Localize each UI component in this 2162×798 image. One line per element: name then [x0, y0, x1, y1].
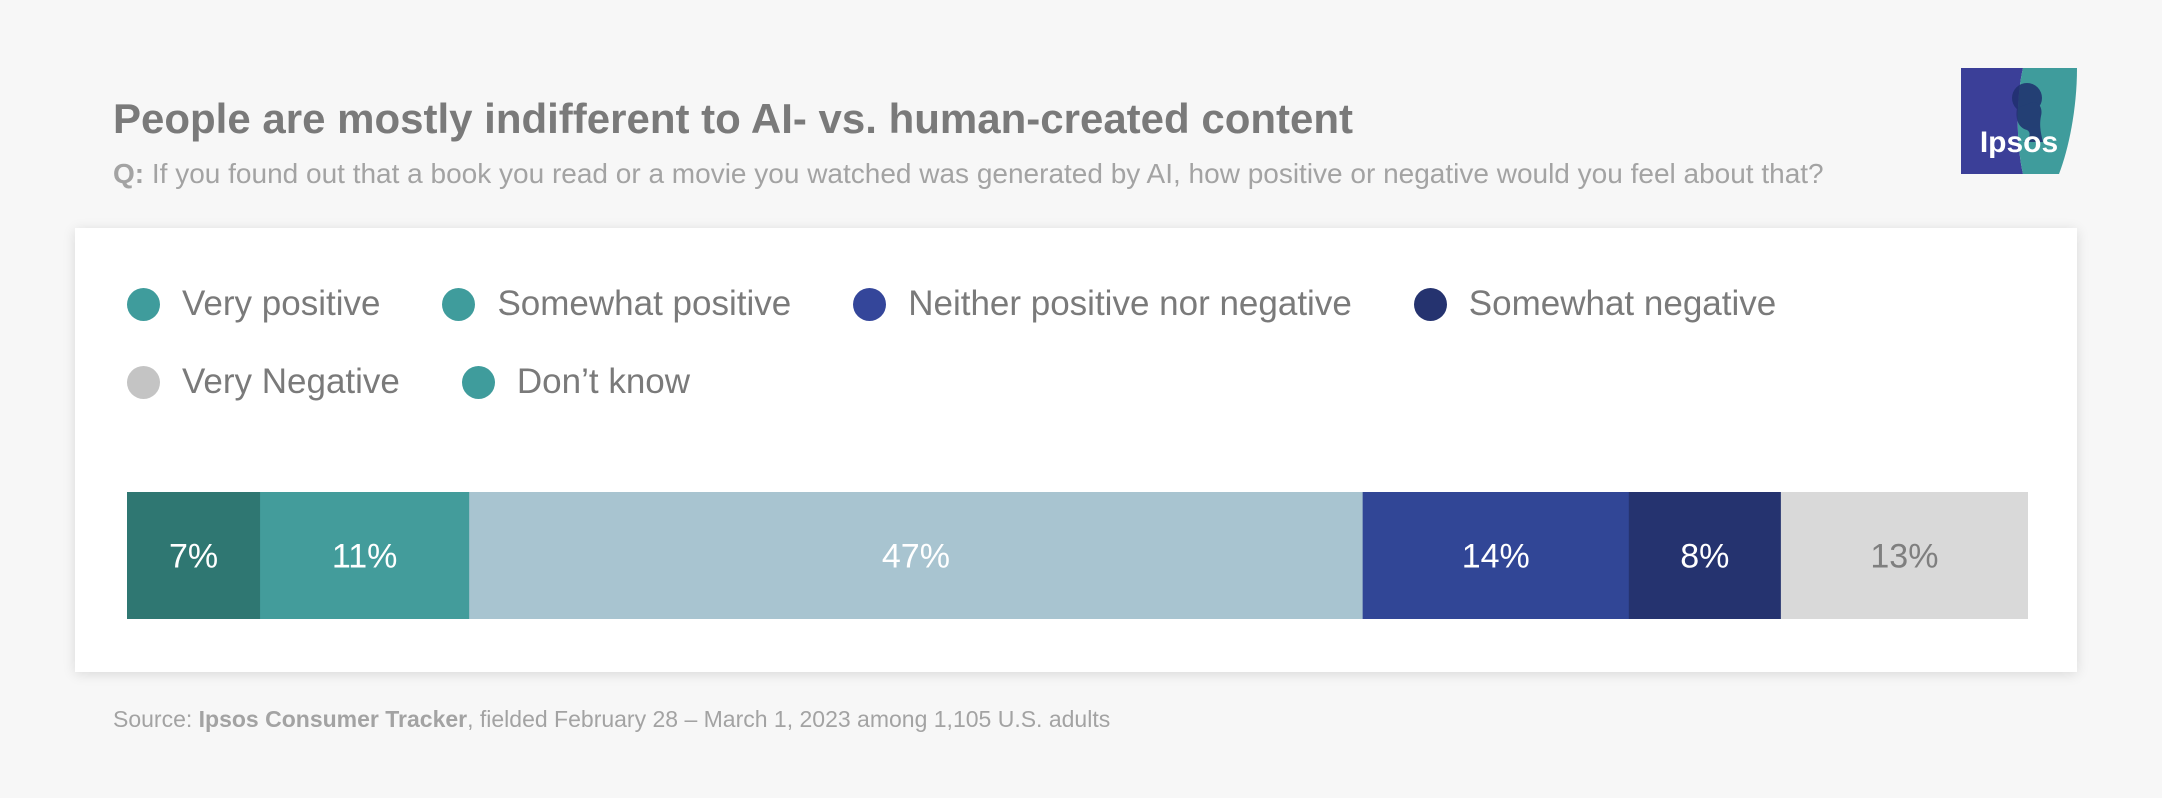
source-name: Ipsos Consumer Tracker — [198, 706, 468, 732]
legend-dot-icon — [442, 287, 476, 321]
chart-title: People are mostly indifferent to AI- vs.… — [113, 95, 1354, 142]
legend-item-neither: Neither positive nor negative — [853, 284, 1352, 324]
legend-item-somewhat-negative: Somewhat negative — [1413, 284, 1777, 324]
data-label-somewhat-negative: 14% — [1462, 538, 1530, 576]
bar-segment-don-t-know — [1780, 492, 2028, 619]
bar-segment-very-positive — [127, 492, 261, 619]
legend-dot-icon — [853, 287, 887, 321]
logo-text: Ipsos — [1980, 126, 2058, 159]
bar-segment-somewhat-negative — [1362, 492, 1630, 619]
legend-label: Neither positive nor negative — [908, 284, 1352, 323]
data-label-neither-positive-nor-negative: 47% — [882, 538, 950, 576]
legend-row-1: Very positive Somewhat positive Neither … — [127, 282, 2027, 326]
stacked-bar-chart: 7% 11% 47% 14% 8% 13% — [127, 492, 2028, 619]
legend-item-very-negative: Very Negative — [127, 362, 400, 402]
legend-dot-icon — [127, 365, 160, 399]
legend-label: Somewhat negative — [1468, 284, 1777, 323]
legend-dot-icon — [127, 287, 160, 321]
legend-label: Very positive — [182, 284, 381, 323]
question-prefix: Q: — [113, 158, 145, 189]
legend-label: Very Negative — [182, 362, 400, 401]
question-text: If you found out that a book you read or… — [151, 158, 1824, 189]
legend-label: Don’t know — [516, 362, 691, 401]
legend-label: Somewhat positive — [497, 284, 792, 323]
data-label-very-positive: 7% — [169, 538, 218, 576]
bar-segment-neither-positive-nor-negative — [469, 492, 1364, 619]
legend-dot-icon — [1413, 287, 1447, 321]
source-prefix: Source: — [113, 706, 199, 732]
legend-item-somewhat-positive: Somewhat positive — [442, 284, 791, 324]
legend: Very positive Somewhat positive Neither … — [127, 282, 2027, 438]
data-label-very-negative: 8% — [1680, 538, 1729, 576]
legend-item-dont-know: Don’t know — [461, 362, 691, 402]
data-label-don-t-know: 13% — [1870, 538, 1938, 576]
legend-row-2: Very Negative Don’t know — [127, 360, 2027, 404]
source-details: , fielded February 28 – March 1, 2023 am… — [467, 706, 1111, 732]
bar-segment-very-negative — [1628, 492, 1782, 619]
legend-dot-icon — [461, 365, 495, 399]
survey-question: Q: If you found out that a book you read… — [113, 158, 1824, 190]
legend-item-very-positive: Very positive — [127, 284, 380, 324]
bar-segment-somewhat-positive — [260, 492, 470, 619]
data-label-somewhat-positive: 11% — [332, 538, 398, 576]
source-note: Source: Ipsos Consumer Tracker, fielded … — [113, 706, 1110, 733]
chart-card: Very positive Somewhat positive Neither … — [75, 228, 2077, 672]
head-silhouette-icon — [2012, 83, 2043, 142]
ipsos-logo: Ipsos — [1961, 68, 2077, 174]
